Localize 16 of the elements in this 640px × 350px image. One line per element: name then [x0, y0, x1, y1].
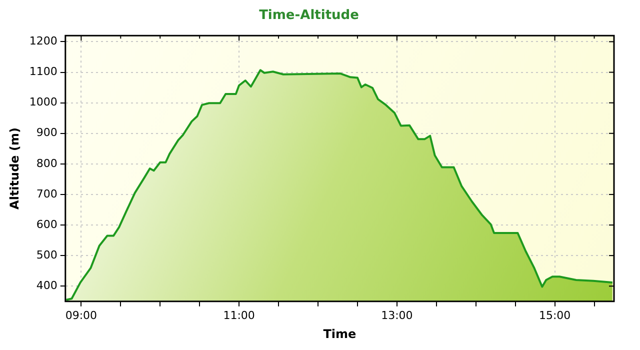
y-tick-label: 400	[36, 278, 58, 292]
y-tick-label: 1200	[29, 34, 58, 48]
y-tick-label: 900	[36, 126, 58, 140]
y-tick-label: 1100	[29, 65, 58, 78]
x-tick-label: 09:00	[65, 308, 98, 322]
x-tick-label: 13:00	[381, 308, 413, 322]
y-axis-title: Altitude (m)	[7, 128, 22, 210]
chart-title: Time-Altitude	[259, 8, 360, 24]
x-axis-title: Time	[323, 326, 356, 341]
y-tick-label: 500	[36, 248, 58, 262]
y-tick-label: 600	[36, 218, 58, 231]
x-tick-label: 11:00	[223, 308, 255, 322]
x-tick-label: 15:00	[538, 308, 571, 322]
y-tick-label: 700	[36, 187, 58, 200]
y-tick-label: 800	[36, 156, 58, 170]
y-tick-label: 1000	[29, 96, 58, 109]
